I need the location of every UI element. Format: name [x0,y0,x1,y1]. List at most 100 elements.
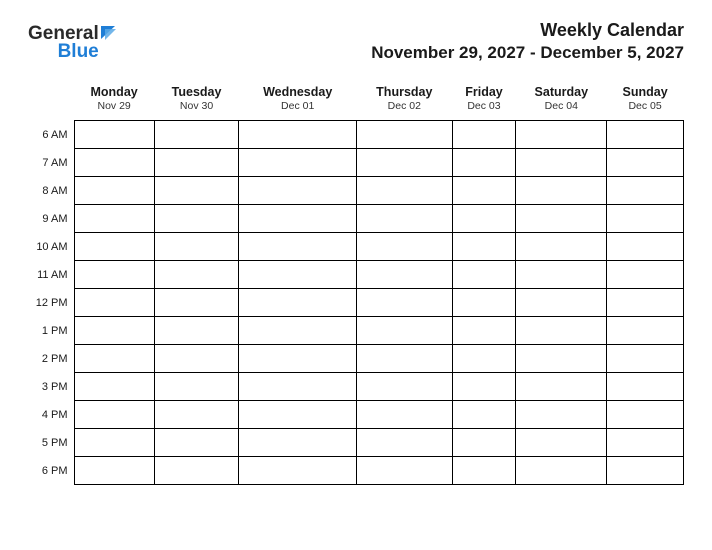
time-slot[interactable] [239,261,357,289]
time-slot[interactable] [357,261,453,289]
time-slot[interactable] [516,205,607,233]
time-slot[interactable] [452,457,516,485]
time-slot[interactable] [452,261,516,289]
time-slot[interactable] [516,289,607,317]
time-slot[interactable] [239,401,357,429]
time-slot[interactable] [452,149,516,177]
time-slot[interactable] [516,261,607,289]
time-slot[interactable] [74,205,154,233]
time-slot[interactable] [74,121,154,149]
time-slot[interactable] [154,429,239,457]
time-slot[interactable] [452,373,516,401]
hour-row: 6 PM [28,457,684,485]
time-slot[interactable] [607,373,684,401]
time-slot[interactable] [154,457,239,485]
time-slot[interactable] [357,289,453,317]
time-slot[interactable] [154,233,239,261]
time-slot[interactable] [516,401,607,429]
time-slot[interactable] [607,429,684,457]
time-slot[interactable] [74,261,154,289]
time-slot[interactable] [74,429,154,457]
time-slot[interactable] [239,345,357,373]
time-slot[interactable] [607,121,684,149]
time-slot[interactable] [154,373,239,401]
time-slot[interactable] [452,317,516,345]
time-slot[interactable] [74,373,154,401]
time-slot[interactable] [74,317,154,345]
time-slot[interactable] [357,373,453,401]
time-slot[interactable] [516,121,607,149]
time-slot[interactable] [607,177,684,205]
time-slot[interactable] [239,373,357,401]
time-slot[interactable] [239,121,357,149]
time-slot[interactable] [516,177,607,205]
time-slot[interactable] [239,289,357,317]
day-date-row: Nov 29 Nov 30 Dec 01 Dec 02 Dec 03 Dec 0… [28,100,684,121]
hour-label: 2 PM [28,345,74,373]
time-slot[interactable] [239,317,357,345]
time-slot[interactable] [74,149,154,177]
day-header: Saturday [516,81,607,100]
time-slot[interactable] [607,233,684,261]
time-slot[interactable] [154,177,239,205]
time-slot[interactable] [452,177,516,205]
time-slot[interactable] [239,205,357,233]
time-slot[interactable] [239,233,357,261]
day-date: Dec 05 [607,100,684,121]
time-slot[interactable] [357,233,453,261]
time-slot[interactable] [452,289,516,317]
time-slot[interactable] [516,345,607,373]
time-slot[interactable] [154,261,239,289]
time-slot[interactable] [357,429,453,457]
time-slot[interactable] [154,401,239,429]
time-slot[interactable] [74,289,154,317]
time-slot[interactable] [607,401,684,429]
time-slot[interactable] [452,401,516,429]
time-slot[interactable] [452,205,516,233]
time-slot[interactable] [239,149,357,177]
time-slot[interactable] [516,149,607,177]
time-slot[interactable] [154,205,239,233]
time-slot[interactable] [452,121,516,149]
hour-row: 3 PM [28,373,684,401]
time-slot[interactable] [239,177,357,205]
time-slot[interactable] [607,205,684,233]
time-slot[interactable] [516,373,607,401]
time-slot[interactable] [357,401,453,429]
time-slot[interactable] [154,289,239,317]
time-slot[interactable] [357,177,453,205]
time-slot[interactable] [74,177,154,205]
time-slot[interactable] [74,457,154,485]
time-slot[interactable] [357,345,453,373]
time-slot[interactable] [357,457,453,485]
time-slot[interactable] [516,429,607,457]
time-slot[interactable] [607,345,684,373]
time-slot[interactable] [607,457,684,485]
time-slot[interactable] [154,149,239,177]
time-slot[interactable] [74,233,154,261]
time-slot[interactable] [357,149,453,177]
time-slot[interactable] [607,289,684,317]
time-slot[interactable] [74,345,154,373]
time-slot[interactable] [74,401,154,429]
time-slot[interactable] [452,429,516,457]
time-slot[interactable] [239,429,357,457]
time-slot[interactable] [154,317,239,345]
time-slot[interactable] [357,121,453,149]
time-slot[interactable] [239,457,357,485]
time-slot[interactable] [357,205,453,233]
time-slot[interactable] [607,149,684,177]
day-date: Dec 03 [452,100,516,121]
time-slot[interactable] [516,457,607,485]
time-slot[interactable] [516,317,607,345]
time-slot[interactable] [607,261,684,289]
time-slot[interactable] [607,317,684,345]
time-slot[interactable] [452,233,516,261]
time-slot[interactable] [357,317,453,345]
time-slot[interactable] [516,233,607,261]
time-slot[interactable] [452,345,516,373]
time-slot[interactable] [154,121,239,149]
time-slot[interactable] [154,345,239,373]
logo-triangle-icon [101,26,119,46]
hour-row: 12 PM [28,289,684,317]
